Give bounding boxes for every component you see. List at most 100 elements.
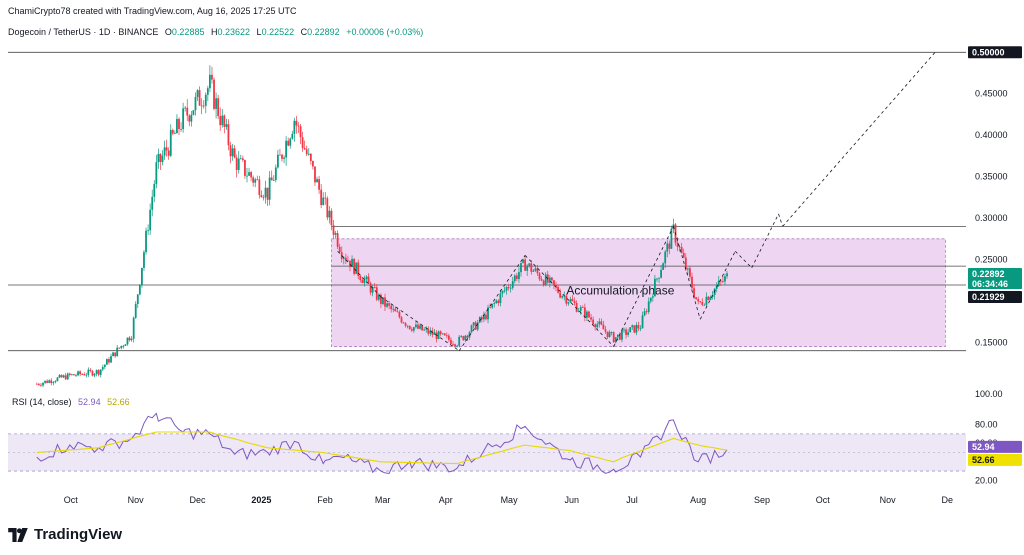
price-axis[interactable]: 0.45000 0.40000 0.35000 0.30000 0.25000 0.150… [975,89,1008,486]
candle-body [361,280,364,283]
candle-body [598,321,601,325]
candle-body [489,307,491,309]
candle-body [641,315,644,329]
candle-body [544,274,547,286]
rsi-indicator-label[interactable]: RSI (14, close) [12,397,72,407]
candle-body [246,175,248,177]
tradingview-brand[interactable]: TradingView [8,526,122,543]
candle-body [270,177,273,181]
candle-body [89,369,92,371]
candle-body [627,332,630,335]
candle-body [130,338,133,341]
candle-body [590,317,592,320]
time-tick-label: Dec [189,495,206,505]
candle-body [161,155,164,163]
candle-body [445,335,448,337]
candle-body [693,288,695,298]
candle-body [91,370,94,376]
candle-body [122,345,125,347]
candle-body [359,275,362,281]
candle-body [77,371,79,376]
candle-body [101,367,104,370]
candle-body [594,324,597,328]
candle-body [528,263,531,266]
candle-body [645,311,648,313]
candle-body [392,308,395,310]
candle-body [464,335,467,341]
candle-body [312,161,314,167]
price-tick-label: 0.25000 [975,255,1008,265]
rsi-lines [36,412,728,475]
candle-body [56,377,59,382]
candle-body [340,252,343,259]
candle-body [678,246,681,248]
rsi-line [36,412,728,475]
candle-body [394,308,397,312]
candle-body [390,305,393,310]
candle-body [676,242,679,247]
candle-body [258,179,261,196]
candle-body [248,172,250,176]
candle-body [715,285,718,289]
candle-body [680,247,683,253]
candle-body [169,130,172,156]
symbol-name[interactable]: Dogecoin / TetherUS · 1D · BINANCE [8,27,159,37]
tradingview-logo-icon [8,527,28,542]
path-segment [673,226,701,320]
time-tick-label: Jul [626,495,638,505]
candle-body [307,153,310,155]
candle-body [62,375,65,378]
rsi-ma-value-tag: 52.66 [968,453,1022,466]
candle-body [186,107,189,116]
candle-body [466,335,469,338]
candle-body [367,276,370,284]
candle-body [497,300,500,304]
candle-body [542,280,545,286]
change-value: +0.00006 (+0.03%) [346,27,424,37]
brand-name: TradingView [34,526,123,543]
candle-body [565,295,568,304]
candle-body [483,314,485,320]
time-tick-label: Jun [564,495,579,505]
candle-body [662,263,665,270]
candle-body [209,74,211,89]
candle-body [324,197,327,199]
candle-body [241,158,244,160]
candle-body [151,196,154,210]
candle-body [120,345,123,349]
level-price-tag-text: 0.21929 [972,292,1005,302]
candle-body [305,149,308,155]
candle-body [237,158,240,170]
high-label: H [210,27,218,37]
candle-body [328,210,331,218]
candle-body [468,332,471,338]
candle-body [396,311,399,313]
candle-body [717,280,720,286]
rsi-legend-value: 52.94 [78,397,101,407]
candle-body [165,147,168,151]
candle-body [621,329,623,340]
candle-body [330,210,333,226]
candle-body [699,301,702,303]
candle-body [553,280,555,286]
candle-body [573,301,576,304]
candle-body [684,257,687,270]
candle-body [705,296,708,305]
candle-body [388,303,391,306]
candle-body [538,273,541,280]
candle-body [509,287,512,289]
candle-body [654,278,656,297]
candle-body [332,225,335,235]
level-price-tag-bg [968,290,1022,303]
candle-body [439,331,442,334]
time-axis[interactable]: Oct Nov Dec 2025 Feb Mar Apr May Jun Jul Aug Sep Oct… [64,495,953,505]
candle-body [454,344,456,347]
candle-body [272,179,275,181]
candle-body [571,299,574,302]
candle-body [373,287,376,289]
candle-body [379,294,382,304]
candle-body [110,356,112,363]
candle-body [138,284,141,295]
